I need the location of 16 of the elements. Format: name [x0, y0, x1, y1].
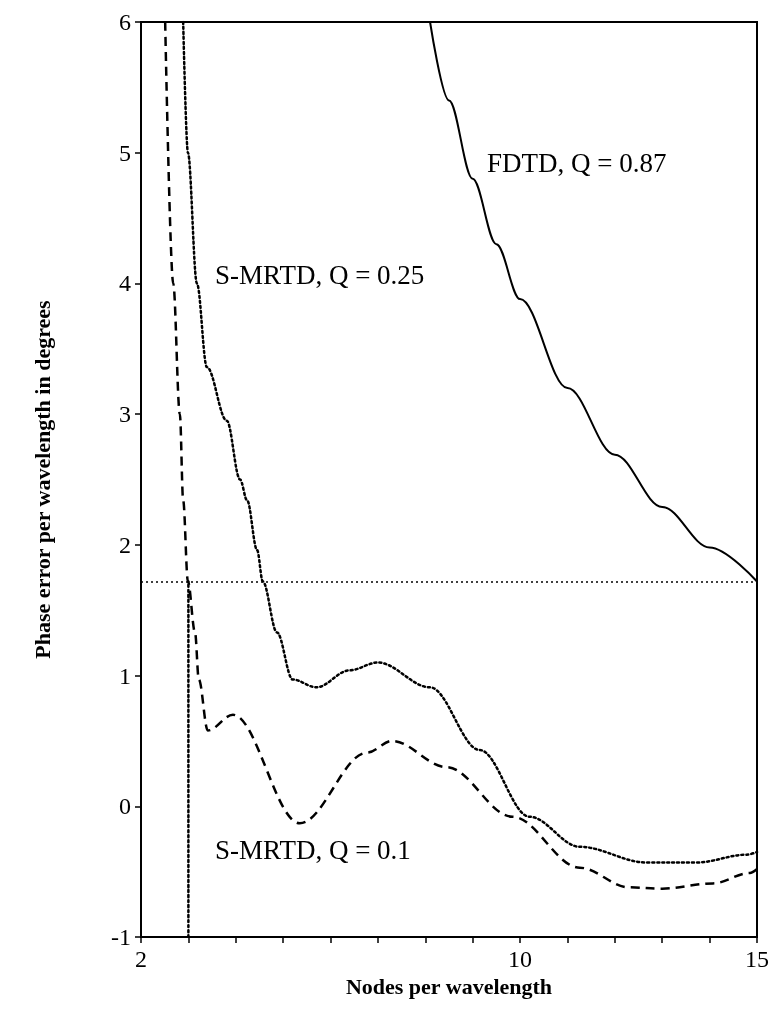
- y-axis-title: Phase error per wavelength in degrees: [29, 299, 55, 659]
- y-tick-label: 2: [119, 531, 131, 558]
- y-tick-label: 1: [119, 662, 131, 689]
- y-tick-label: 3: [119, 401, 131, 428]
- y-tick-label: 0: [119, 793, 131, 820]
- y-tick-label: 4: [119, 270, 131, 297]
- x-tick-label: 10: [508, 946, 533, 972]
- annotation: S-MRTD, Q = 0.1: [215, 835, 411, 865]
- annotation: FDTD, Q = 0.87: [487, 148, 667, 178]
- y-tick-label: -1: [111, 924, 131, 950]
- x-tick-label: 2: [135, 946, 147, 972]
- annotation: S-MRTD, Q = 0.25: [215, 260, 425, 290]
- x-axis-title: Nodes per wavelength: [345, 974, 553, 1000]
- y-tick-label: 6: [119, 9, 131, 35]
- x-tick-label: 15: [745, 946, 769, 972]
- y-tick-label: 5: [119, 139, 131, 166]
